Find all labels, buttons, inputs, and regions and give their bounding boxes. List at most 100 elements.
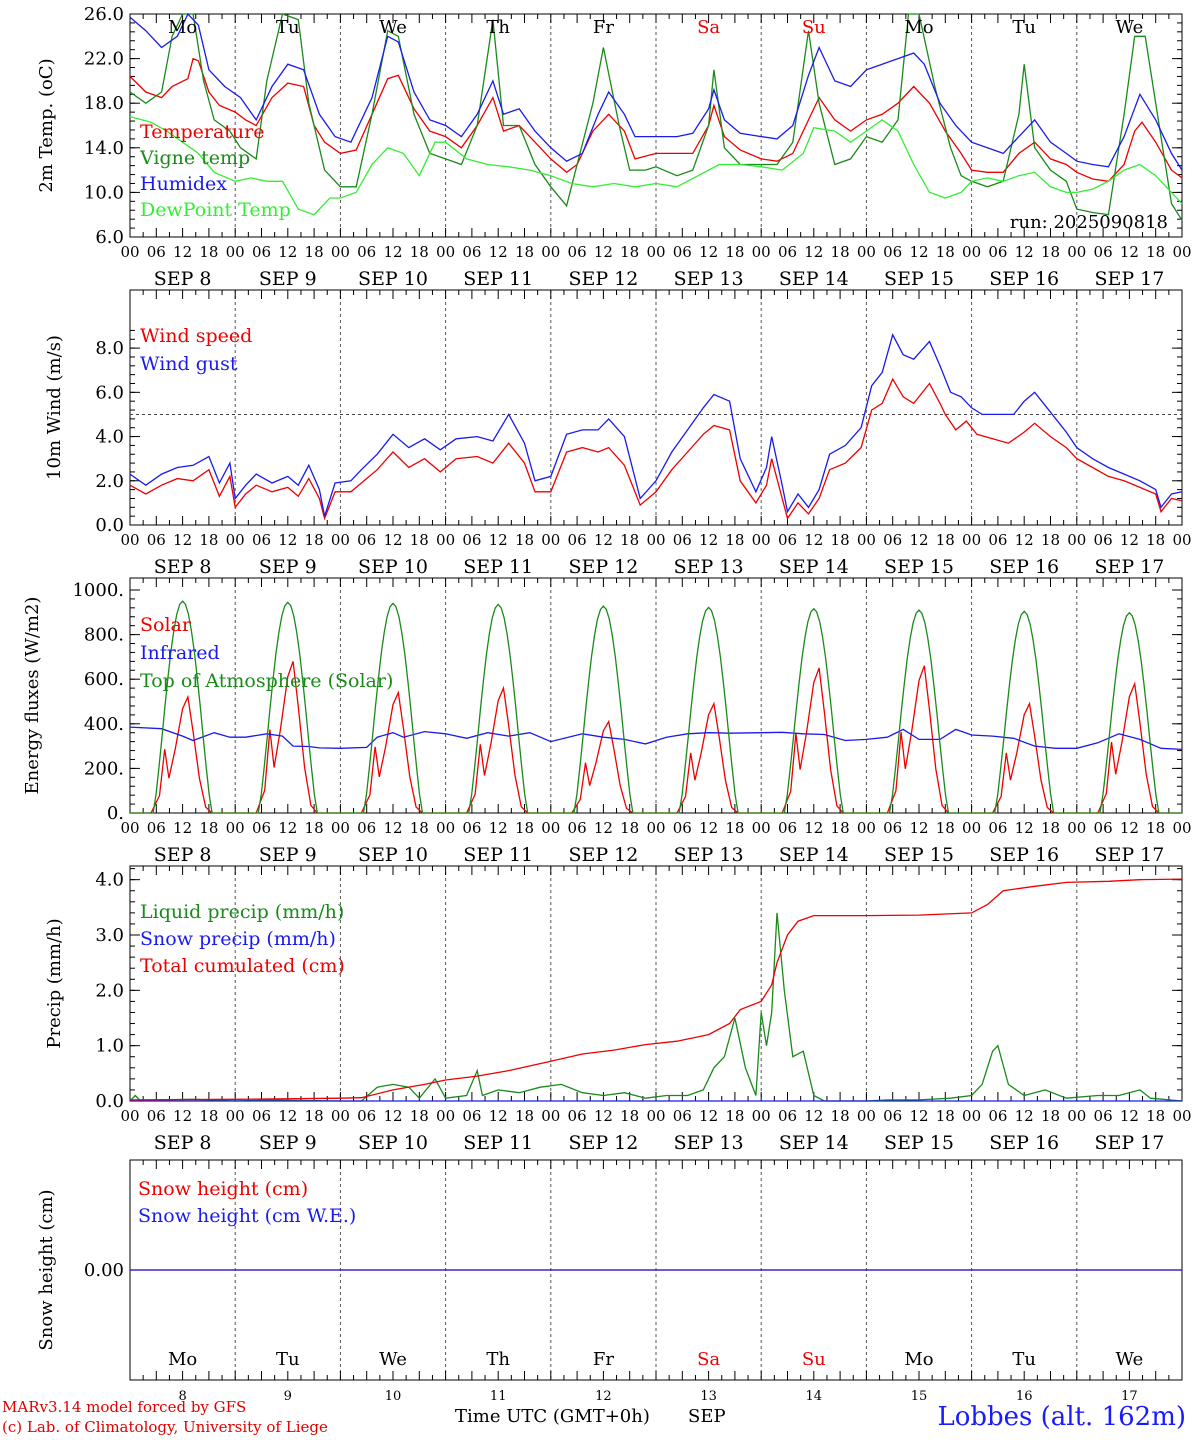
legend-item: Temperature [140,121,264,143]
hour-label: 06 [357,243,376,261]
y-axis-title: 2m Temp. (oC) [36,58,57,192]
hour-label: 00 [541,1107,560,1125]
series-line-wind-gust [129,333,1183,517]
hour-label: 12 [804,243,823,261]
date-label: SEP 14 [779,844,849,866]
series-line-temperature [129,57,1183,182]
hour-label: 00 [752,243,771,261]
hour-label: 12 [278,243,297,261]
hour-label: 18 [199,243,218,261]
hour-label: 06 [357,531,376,549]
day-number: 12 [595,1389,612,1404]
hour-label: 00 [1067,1107,1086,1125]
hour-label: 00 [1172,531,1191,549]
hour-label: 12 [594,1107,613,1125]
credit-lab: (c) Lab. of Climatology, University of L… [2,1418,328,1436]
hour-label: 06 [147,531,166,549]
y-tick-label: 800. [84,625,124,646]
hour-label: 18 [831,531,850,549]
legend-item: Humidex [140,173,227,195]
hour-label: 00 [436,819,455,837]
hour-label: 12 [173,1107,192,1125]
hour-label: 06 [883,531,902,549]
hour-label: 00 [646,243,665,261]
hour-label: 18 [305,1107,324,1125]
hour-label: 00 [226,531,245,549]
day-number: 16 [1016,1389,1033,1404]
series-line-total-cumulated-cm- [129,878,1183,1101]
day-number: 9 [284,1389,292,1404]
date-label: SEP 11 [463,1132,533,1154]
y-tick-label: 22.0 [84,49,124,70]
date-label: SEP 16 [989,1132,1059,1154]
date-label: SEP 11 [463,844,533,866]
hour-label: 00 [962,1107,981,1125]
date-label: SEP 14 [779,556,849,578]
hour-label: 06 [988,1107,1007,1125]
credit-model: MARv3.14 model forced by GFS [2,1398,247,1416]
hour-label: 12 [1120,1107,1139,1125]
day-name: Tu [276,1349,300,1370]
hour-label: 06 [462,819,481,837]
date-label: SEP 12 [568,844,638,866]
date-label: SEP 11 [463,556,533,578]
y-axis-title: Snow height (cm) [36,1189,57,1350]
day-number: 8 [178,1389,186,1404]
hour-label: 12 [1015,1107,1034,1125]
panel-2: 0.0 2.0 4.0 6.0 8.0 10m Wind (m/s) Wind speed W… [44,289,1192,578]
y-axis-title: Precip (mm/h) [44,918,65,1048]
hour-label: 18 [1041,243,1060,261]
hour-label: 18 [936,531,955,549]
y-tick-label: 6.0 [95,382,124,403]
hour-label: 12 [804,1107,823,1125]
hour-label: 18 [305,531,324,549]
day-name: Tu [1012,1349,1036,1370]
panel-5: 0.00 Snow height (cm) Snow height (cm) Snow… [36,1159,1183,1404]
hour-label: 06 [988,243,1007,261]
hour-label: 18 [620,819,639,837]
day-name: Su [802,17,826,38]
date-label: SEP 13 [674,556,744,578]
hour-label: 12 [489,531,508,549]
hour-label: 18 [515,243,534,261]
date-label: SEP 9 [259,844,317,866]
hour-label: 12 [594,243,613,261]
series-line-top-of-atmosphere-solar- [130,600,1182,814]
hour-label: 00 [331,243,350,261]
day-name: We [379,17,407,38]
day-name: Tu [1012,17,1036,38]
hour-label: 06 [883,819,902,837]
hour-label: 18 [725,1107,744,1125]
legend-item: Vigne temp [139,147,250,169]
date-label: SEP 17 [1094,844,1164,866]
date-label: SEP 13 [674,844,744,866]
hour-label: 12 [594,819,613,837]
hour-label: 18 [515,819,534,837]
hour-label: 00 [1172,819,1191,837]
day-name: Mo [904,1349,933,1370]
hour-label: 18 [410,531,429,549]
day-name: Th [486,17,510,38]
hour-label: 06 [1094,531,1113,549]
day-name: Mo [168,17,197,38]
hour-label: 18 [620,243,639,261]
date-label: SEP 16 [989,556,1059,578]
hour-label: 18 [515,1107,534,1125]
legend-item: Infrared [140,642,220,664]
hour-label: 12 [594,531,613,549]
hour-label: 12 [699,531,718,549]
y-tick-label: 26.0 [84,4,124,25]
day-name: Th [486,1349,510,1370]
legend-item: Snow height (cm W.E.) [138,1205,356,1227]
x-axis-label: Time UTC (GMT+0h) [455,1406,650,1427]
hour-label: 00 [541,819,560,837]
hour-label: 00 [1067,819,1086,837]
hour-label: 06 [778,531,797,549]
hour-label: 00 [120,243,139,261]
y-tick-label: 8.0 [95,338,124,359]
hour-label: 00 [857,1107,876,1125]
date-label: SEP 9 [259,1132,317,1154]
hour-label: 18 [725,531,744,549]
day-number: 17 [1121,1389,1138,1404]
